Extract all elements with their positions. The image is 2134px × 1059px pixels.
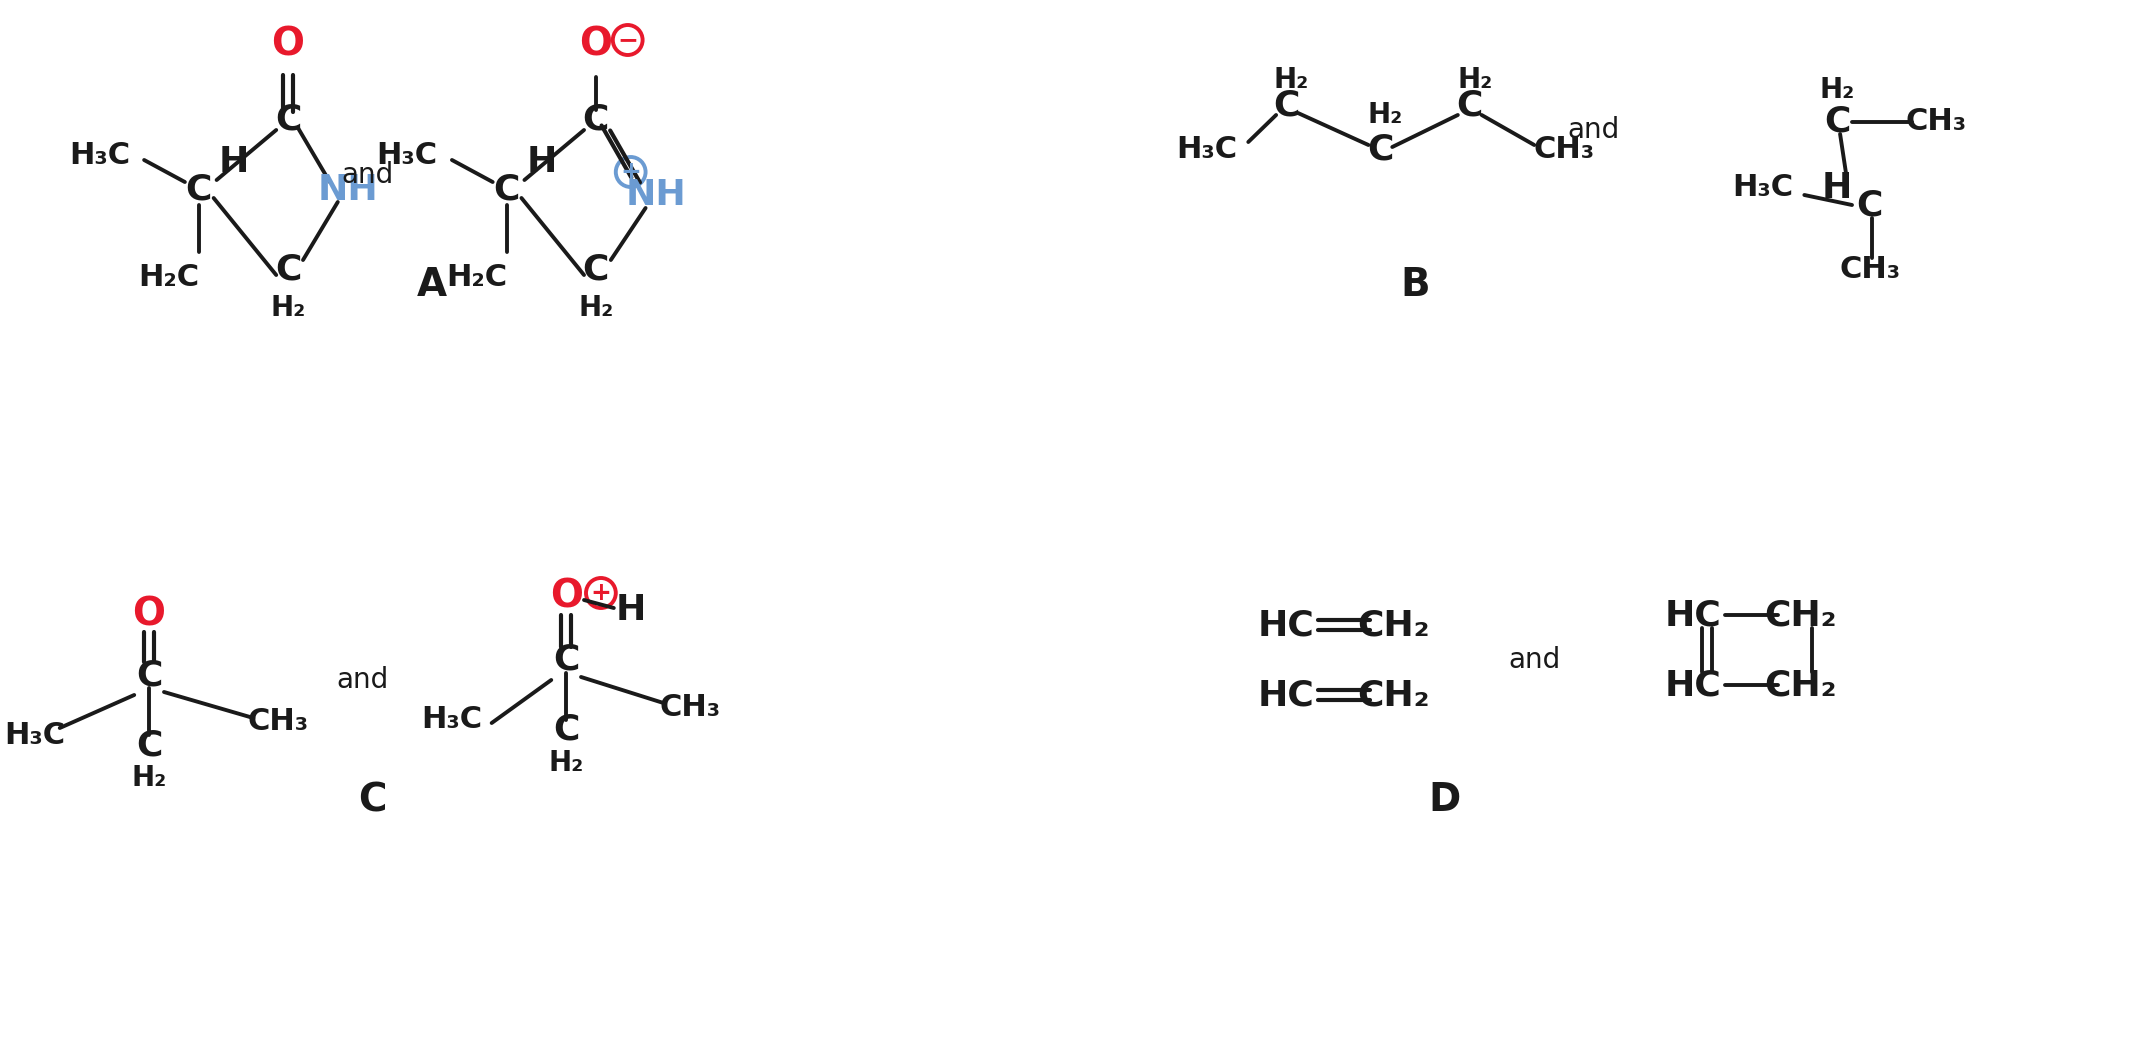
Text: CH₂: CH₂	[1357, 678, 1430, 712]
Text: H₃C: H₃C	[68, 141, 130, 169]
Text: H₂: H₂	[578, 294, 615, 322]
Text: C: C	[359, 780, 386, 819]
Text: H₂: H₂	[548, 749, 585, 777]
Text: H₂: H₂	[132, 764, 166, 792]
Text: and: and	[1568, 116, 1620, 144]
Text: C: C	[1857, 189, 1882, 222]
Text: C: C	[137, 728, 162, 762]
Text: A: A	[416, 266, 448, 304]
Text: C: C	[137, 658, 162, 692]
Text: D: D	[1430, 780, 1462, 819]
Text: C: C	[1272, 88, 1300, 122]
Text: CH₃: CH₃	[1906, 108, 1968, 137]
Text: O: O	[580, 26, 612, 64]
Text: O: O	[551, 578, 583, 616]
Text: CH₂: CH₂	[1357, 608, 1430, 642]
Text: H₂: H₂	[1274, 66, 1308, 94]
Text: C: C	[553, 643, 578, 677]
Text: CH₃: CH₃	[1534, 136, 1594, 164]
Text: H: H	[1822, 170, 1852, 205]
Text: NH: NH	[318, 173, 378, 207]
Text: C: C	[553, 713, 578, 747]
Text: C: C	[275, 103, 301, 137]
Text: −: −	[617, 28, 638, 52]
Text: and: and	[1509, 646, 1560, 674]
Text: H₂: H₂	[1368, 101, 1402, 129]
Text: H₃C: H₃C	[4, 720, 66, 750]
Text: H₃C: H₃C	[1176, 136, 1238, 164]
Text: O: O	[271, 26, 305, 64]
Text: C: C	[1458, 88, 1483, 122]
Text: HC: HC	[1665, 668, 1722, 702]
Text: and: and	[341, 161, 393, 189]
Text: H: H	[615, 593, 647, 627]
Text: C: C	[186, 173, 211, 207]
Text: H: H	[527, 145, 557, 179]
Text: CH₂: CH₂	[1765, 598, 1837, 632]
Text: and: and	[337, 666, 388, 694]
Text: CH₃: CH₃	[1840, 255, 1901, 285]
Text: +: +	[621, 160, 640, 184]
Text: O: O	[132, 596, 166, 634]
Text: H₃C: H₃C	[1733, 174, 1793, 202]
Text: H₂: H₂	[271, 294, 305, 322]
Text: CH₃: CH₃	[659, 693, 721, 721]
Text: NH: NH	[625, 178, 685, 212]
Text: HC: HC	[1665, 598, 1722, 632]
Text: C: C	[493, 173, 521, 207]
Text: C: C	[1825, 105, 1850, 139]
Text: CH₂: CH₂	[1765, 668, 1837, 702]
Text: B: B	[1400, 266, 1430, 304]
Text: HC: HC	[1257, 608, 1315, 642]
Text: H₂C: H₂C	[446, 264, 508, 292]
Text: C: C	[583, 103, 608, 137]
Text: H₂: H₂	[1820, 76, 1854, 104]
Text: C: C	[583, 253, 608, 287]
Text: C: C	[275, 253, 301, 287]
Text: C: C	[1368, 133, 1394, 167]
Text: H₃C: H₃C	[420, 705, 482, 735]
Text: CH₃: CH₃	[248, 707, 309, 736]
Text: H₂C: H₂C	[139, 264, 201, 292]
Text: H: H	[218, 145, 250, 179]
Text: H₂: H₂	[1458, 66, 1492, 94]
Text: HC: HC	[1257, 678, 1315, 712]
Text: H₃C: H₃C	[378, 141, 437, 169]
Text: +: +	[591, 581, 610, 605]
